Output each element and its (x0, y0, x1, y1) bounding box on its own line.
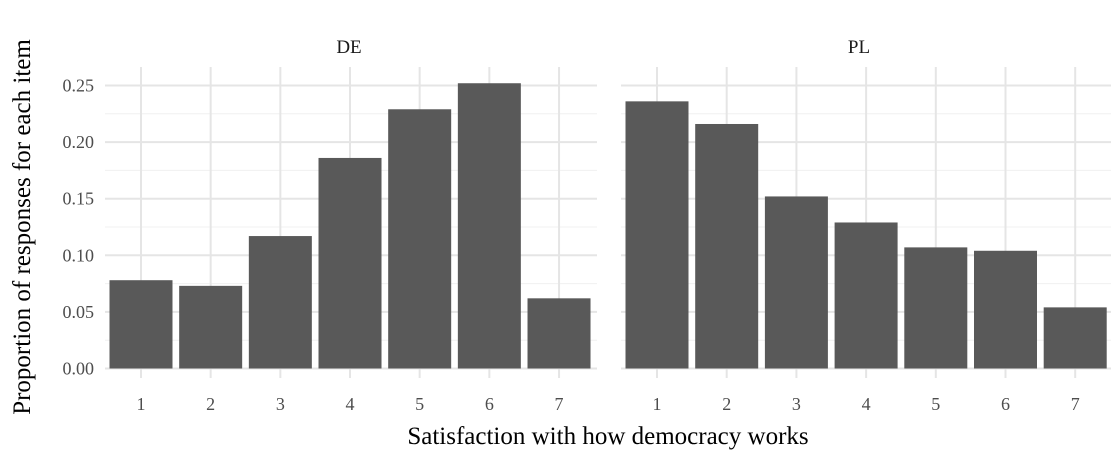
bar-pl-4 (834, 222, 898, 369)
x-tick-label: 3 (792, 394, 801, 414)
bar-de-5 (388, 109, 452, 369)
bar-de-3 (248, 236, 312, 369)
y-axis: 0.00 0.05 0.10 0.15 0.20 0.25 (63, 76, 95, 379)
y-tick-label: 0.00 (63, 359, 95, 379)
strip-label-pl: PL (848, 37, 870, 58)
y-tick-label: 0.20 (63, 132, 95, 152)
panel-pl: 1 2 3 4 5 6 7 PL (621, 37, 1111, 414)
bar-pl-3 (764, 196, 828, 369)
x-axis-title: Satisfaction with how democracy works (407, 423, 808, 450)
bar-de-7 (527, 298, 591, 369)
bar-de-6 (457, 83, 521, 369)
bar-pl-7 (1043, 307, 1107, 369)
x-tick-label: 5 (931, 394, 940, 414)
panel-de: 1 2 3 4 5 6 7 DE (105, 37, 597, 414)
bar-pl-1 (625, 101, 689, 369)
bar-de-1 (109, 280, 173, 369)
y-tick-label: 0.10 (63, 245, 95, 265)
strip-label-de: DE (336, 37, 361, 58)
bar-de-2 (179, 285, 243, 369)
y-tick-label: 0.05 (63, 302, 95, 322)
y-tick-label: 0.25 (63, 76, 95, 96)
x-tick-label: 4 (862, 394, 871, 414)
bar-pl-5 (904, 247, 968, 369)
x-tick-label: 1 (653, 394, 662, 414)
bar-pl-6 (974, 250, 1037, 369)
y-axis-title: Proportion of responses for each item (9, 39, 36, 415)
x-tick-label: 3 (276, 394, 285, 414)
x-tick-label: 1 (137, 394, 146, 414)
x-tick-label: 7 (555, 394, 564, 414)
x-tick-label: 4 (346, 394, 355, 414)
x-tick-label: 5 (415, 394, 424, 414)
y-tick-label: 0.15 (63, 189, 95, 209)
x-tick-label: 2 (722, 394, 731, 414)
x-tick-label: 6 (485, 394, 494, 414)
x-tick-label: 6 (1001, 394, 1010, 414)
x-tick-label: 7 (1071, 394, 1080, 414)
bar-pl-2 (695, 123, 759, 369)
panels-layer: 1 2 3 4 5 6 7 DE 1 2 3 4 5 6 7 PL (105, 37, 1111, 414)
x-tick-label: 2 (206, 394, 215, 414)
bar-de-4 (318, 157, 382, 369)
